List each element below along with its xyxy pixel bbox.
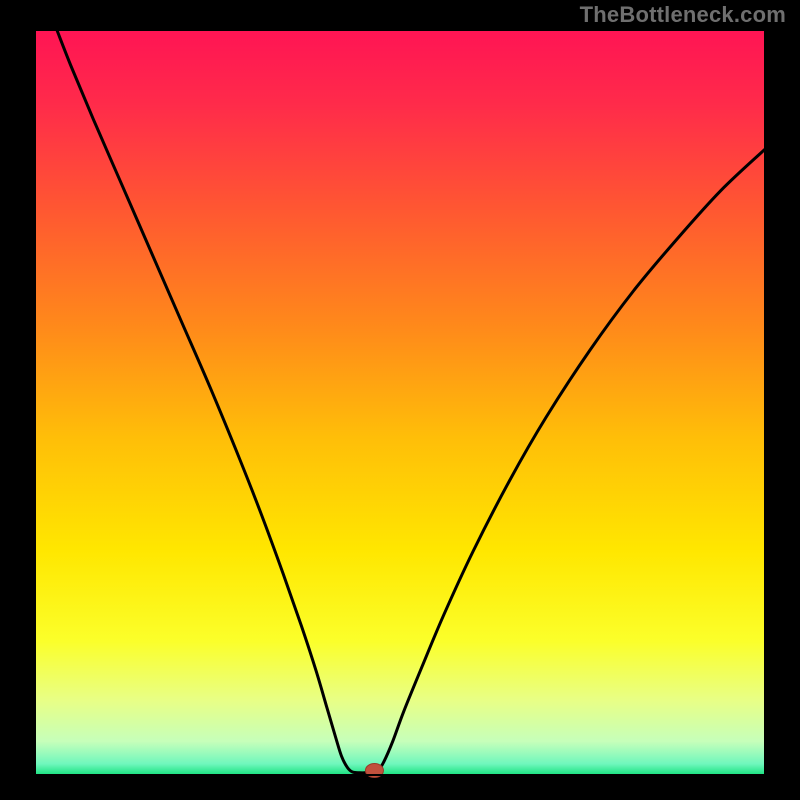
plot-background [35, 30, 765, 775]
bottleneck-chart [0, 0, 800, 800]
chart-stage: TheBottleneck.com [0, 0, 800, 800]
attribution-label: TheBottleneck.com [580, 2, 786, 28]
